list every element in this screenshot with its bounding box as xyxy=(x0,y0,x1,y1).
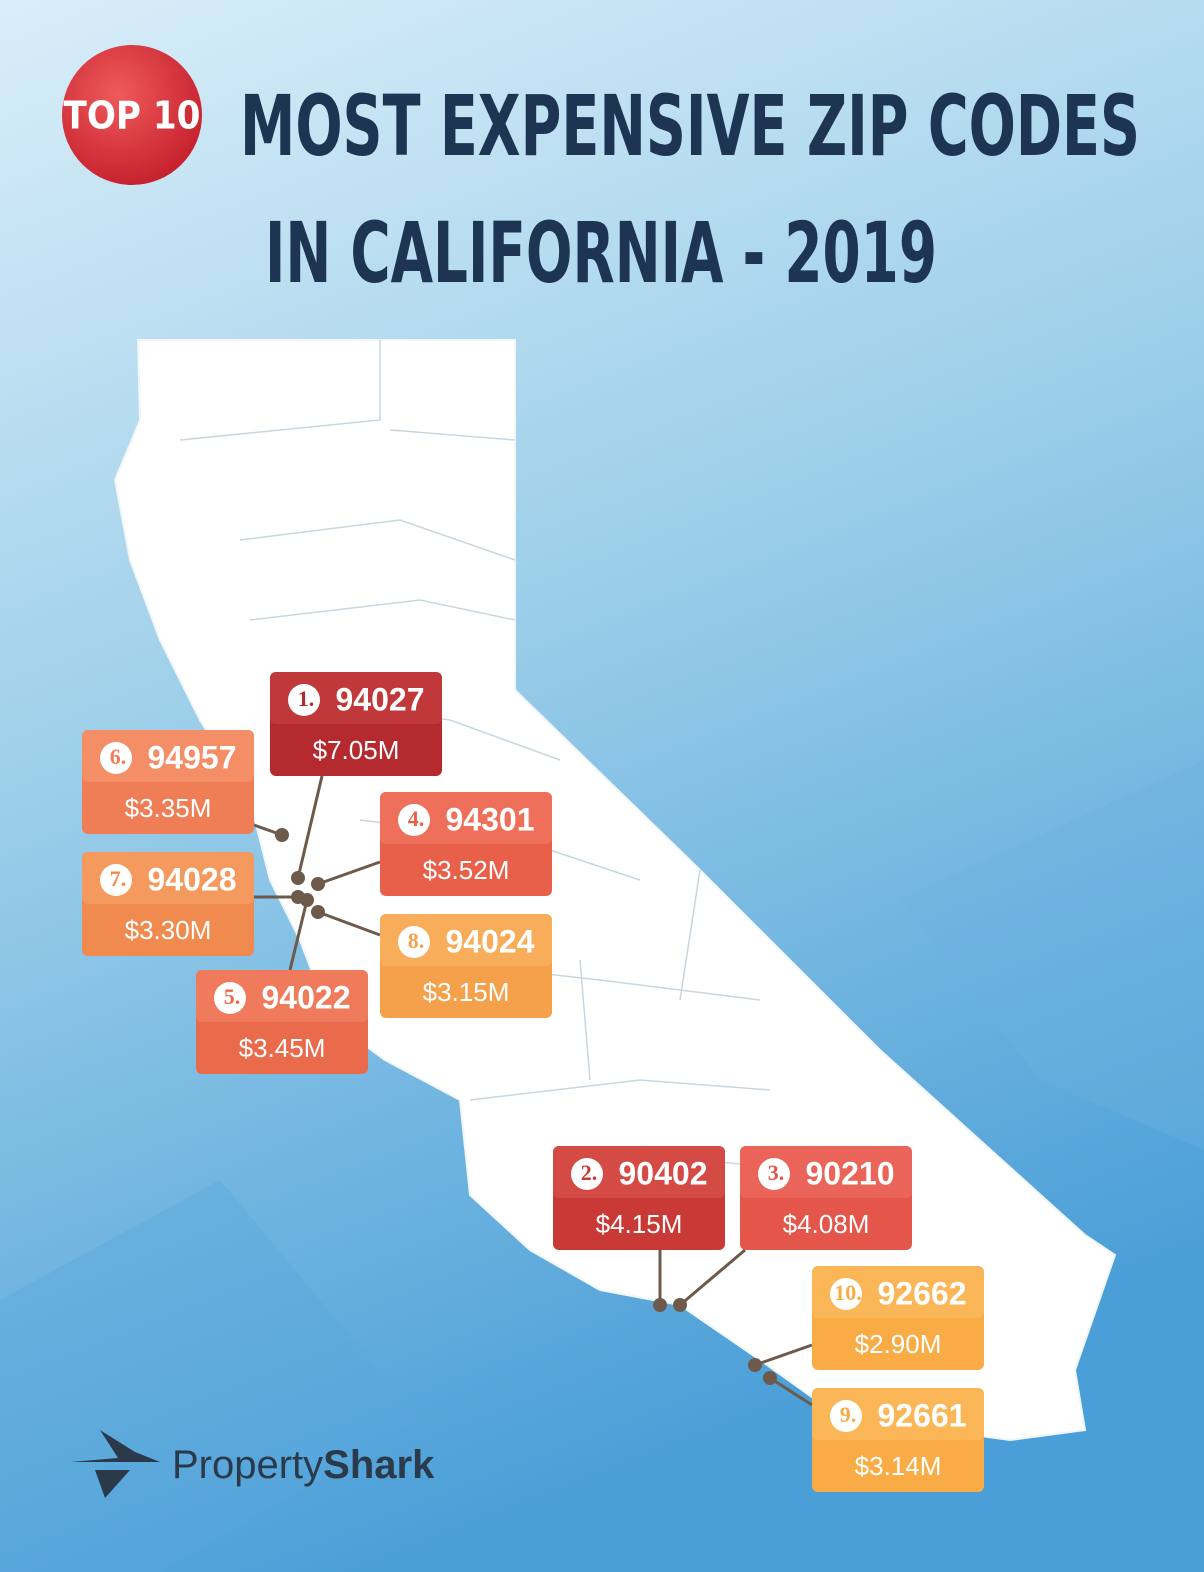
zip-code: 90402 xyxy=(619,1155,708,1191)
zip-label: 8. 94024 $3.15M xyxy=(311,905,552,1018)
rank-circle xyxy=(830,1400,862,1432)
connector xyxy=(296,775,324,879)
connector xyxy=(288,899,309,971)
location-dot xyxy=(653,1298,667,1312)
logo: PropertyShark xyxy=(70,1430,435,1498)
rank: 7. xyxy=(110,866,127,891)
zip-code: 94024 xyxy=(446,923,535,959)
rank-circle xyxy=(398,926,430,958)
zip-label: 2. 90402 $4.15M xyxy=(553,1146,725,1312)
logo-part1: Property xyxy=(172,1443,323,1487)
rank-circle xyxy=(214,982,246,1014)
price: $3.14M xyxy=(855,1451,942,1481)
location-dot xyxy=(275,828,289,842)
zip-label: 10. 92662 $2.90M xyxy=(748,1266,984,1372)
rank: 6. xyxy=(110,744,127,769)
rank: 9. xyxy=(840,1402,857,1427)
rank: 5. xyxy=(224,984,241,1009)
zip-code: 92662 xyxy=(878,1275,967,1311)
zip-code: 94301 xyxy=(446,801,535,837)
rank-circle xyxy=(758,1158,790,1190)
price: $3.35M xyxy=(125,793,212,823)
zip-code: 90210 xyxy=(806,1155,895,1191)
location-dot xyxy=(748,1358,762,1372)
location-dot xyxy=(673,1298,687,1312)
rank: 2. xyxy=(581,1160,598,1185)
bg-facet xyxy=(900,760,1204,1150)
badge xyxy=(62,45,202,185)
zip-labels: 1. 94027 $7.05M 2. 90402 $4.15M 3. 90210 $4.08M 4… xyxy=(82,672,984,1492)
zip-label: 6. 94957 $3.35M xyxy=(82,730,289,842)
rank: 10. xyxy=(834,1280,862,1305)
zip-label: 3. 90210 $4.08M xyxy=(673,1146,912,1312)
connector xyxy=(317,860,381,886)
price: $3.15M xyxy=(423,977,510,1007)
rank: 3. xyxy=(768,1160,785,1185)
zip-label: 5. 94022 $3.45M xyxy=(196,893,368,1074)
logo-part2: Shark xyxy=(323,1443,435,1487)
zip-label: 7. 94028 $3.30M xyxy=(82,852,305,956)
connector xyxy=(317,910,381,937)
zip-code: 94027 xyxy=(336,681,425,717)
logo-text: PropertyShark xyxy=(172,1443,435,1487)
location-dot xyxy=(291,871,305,885)
price: $3.52M xyxy=(423,855,510,885)
rank-circle xyxy=(288,684,320,716)
price: $3.30M xyxy=(125,915,212,945)
logo-icon xyxy=(70,1430,160,1498)
price: $2.90M xyxy=(855,1329,942,1359)
title-line2: IN CALIFORNIA - 2019 xyxy=(265,204,937,302)
location-dot xyxy=(291,890,305,904)
rank: 1. xyxy=(298,686,315,711)
badge-text: TOP 10 xyxy=(64,94,201,138)
location-dot xyxy=(763,1371,777,1385)
rank-circle xyxy=(100,864,132,896)
rank: 4. xyxy=(408,806,425,831)
rank-circle xyxy=(100,742,132,774)
zip-label: 9. 92661 $3.14M xyxy=(763,1371,984,1492)
connector xyxy=(679,1248,746,1307)
zip-code: 94028 xyxy=(148,861,237,897)
zip-code: 94022 xyxy=(262,979,351,1015)
rank-circle xyxy=(398,804,430,836)
rank-circle xyxy=(571,1158,603,1190)
zip-label: 1. 94027 $7.05M xyxy=(270,672,442,885)
price: $7.05M xyxy=(313,735,400,765)
connector xyxy=(769,1376,813,1407)
price: $4.08M xyxy=(783,1209,870,1239)
title-line1: MOST EXPENSIVE ZIP CODES xyxy=(240,77,1140,175)
zip-code: 92661 xyxy=(878,1397,967,1433)
price: $3.45M xyxy=(239,1033,326,1063)
zip-code: 94957 xyxy=(148,739,237,775)
connector xyxy=(754,1343,813,1367)
rank-circle xyxy=(830,1278,862,1310)
zip-label: 4. 94301 $3.52M xyxy=(311,792,552,896)
rank: 8. xyxy=(408,928,425,953)
location-dot xyxy=(311,905,325,919)
location-dot xyxy=(311,877,325,891)
price: $4.15M xyxy=(596,1209,683,1239)
